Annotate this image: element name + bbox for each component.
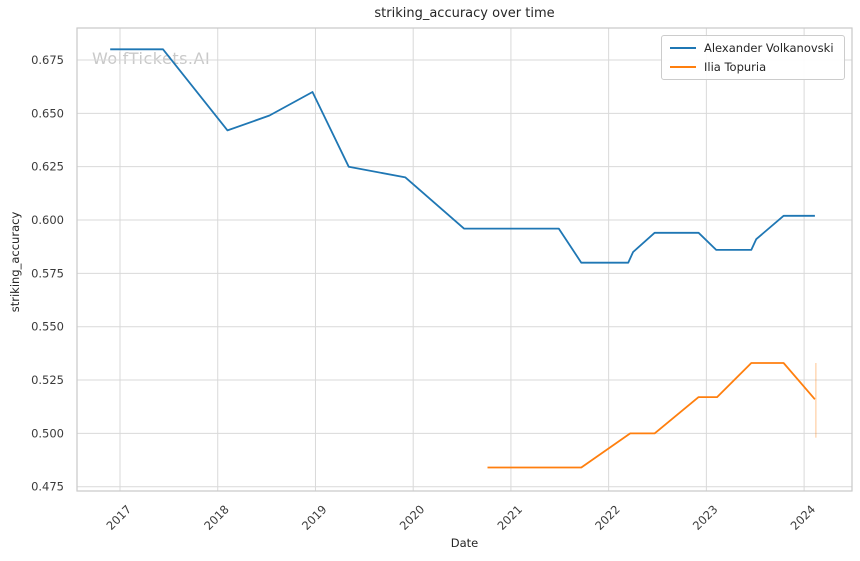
y-tick-label: 0.550: [31, 320, 64, 334]
x-tick-label: 2023: [690, 502, 721, 533]
axes-frame: [76, 27, 853, 492]
x-tick-label: 2019: [299, 502, 330, 533]
legend-line-swatch-blue: [670, 47, 696, 49]
legend-item-topuria: Ilia Topuria: [670, 60, 834, 74]
legend-label: Ilia Topuria: [704, 60, 767, 74]
y-axis-label: striking_accuracy: [8, 211, 22, 313]
y-tick-label: 0.525: [31, 373, 64, 387]
y-tick-label: 0.575: [31, 266, 64, 280]
x-tick-label: 2018: [201, 502, 232, 533]
chart-title: striking_accuracy over time: [374, 6, 555, 21]
y-tick-label: 0.500: [31, 426, 64, 440]
y-tick-label: 0.625: [31, 160, 64, 174]
watermark: WolfTickets.AI: [92, 49, 211, 68]
series-line-volkanovski: [110, 48, 815, 264]
y-tick-label: 0.475: [31, 480, 64, 494]
y-tick-label: 0.675: [31, 53, 64, 67]
y-tick-label: 0.600: [31, 213, 64, 227]
legend-item-volkanovski: Alexander Volkanovski: [670, 41, 834, 55]
x-tick-label: 2024: [788, 502, 819, 533]
legend-label: Alexander Volkanovski: [704, 41, 834, 55]
y-tick-label: 0.650: [31, 106, 64, 120]
x-tick-label: 2020: [397, 502, 428, 533]
x-tick-label: 2022: [592, 502, 623, 533]
x-axis-label: Date: [450, 536, 479, 550]
series-line-topuria: [487, 362, 816, 469]
legend-line-swatch-orange: [670, 66, 696, 68]
x-tick-label: 2021: [494, 502, 525, 533]
legend: Alexander Volkanovski Ilia Topuria: [661, 35, 845, 80]
x-tick-label: 2017: [104, 502, 135, 533]
